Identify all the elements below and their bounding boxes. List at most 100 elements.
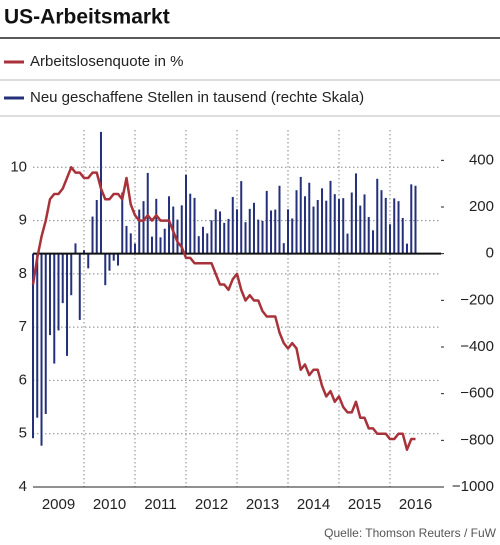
bar (329, 180, 332, 254)
bar (359, 205, 362, 254)
bar (308, 182, 311, 254)
y-tick-label: 5 (19, 425, 27, 442)
bar (405, 243, 408, 254)
bar (180, 205, 183, 254)
bar (155, 198, 158, 254)
y2-tick-label: −600 (460, 385, 494, 402)
bar (108, 253, 111, 271)
bar (95, 200, 98, 254)
bar (393, 198, 396, 254)
bar (312, 206, 315, 254)
bar (231, 196, 234, 254)
bar (219, 211, 222, 254)
bar (278, 185, 281, 254)
bar (236, 209, 238, 254)
bar (78, 253, 81, 320)
y-tick-label: 10 (10, 158, 27, 175)
bar (99, 131, 102, 254)
bar (227, 218, 230, 254)
y-tick-label: 4 (19, 478, 27, 495)
bar (397, 201, 400, 254)
line (31, 166, 416, 451)
bar (201, 226, 204, 254)
x-tick-label: 2011 (144, 496, 176, 513)
bar (91, 216, 94, 254)
y2-tick-label: 200 (469, 198, 494, 215)
bar (189, 193, 192, 254)
bar (414, 185, 417, 254)
bar (142, 201, 145, 254)
bar (61, 253, 64, 304)
bar (197, 236, 200, 254)
y2-tick-label: 0 (486, 245, 494, 262)
bar (316, 200, 319, 254)
y2-tick-label: −400 (460, 338, 494, 355)
x-tick-label: 2010 (93, 496, 126, 513)
bar (291, 218, 294, 254)
bar (121, 192, 124, 254)
y-tick-label: 9 (19, 212, 27, 229)
bar (87, 253, 90, 269)
bar (252, 202, 255, 254)
bar (125, 225, 128, 254)
bar (134, 243, 136, 254)
y2-tick-label: −1000 (452, 478, 494, 495)
bar (112, 253, 115, 261)
x-tick-label: 2009 (42, 496, 75, 513)
legend-label: Arbeitslosenquote in % (30, 53, 183, 70)
bar (53, 253, 56, 364)
bar (363, 194, 366, 254)
bar (367, 217, 370, 254)
chart-title: US-Arbeitsmarkt (4, 6, 170, 29)
y-tick-label: 8 (19, 265, 27, 282)
bar (287, 209, 289, 254)
y2-tick-label: −800 (460, 431, 494, 448)
y-tick-label: 7 (19, 318, 27, 335)
bar (159, 237, 162, 254)
bar (325, 200, 328, 254)
bar (372, 230, 375, 254)
bar (384, 197, 387, 254)
bar (185, 174, 187, 254)
bar (299, 176, 302, 254)
bar (138, 209, 141, 254)
bar (83, 250, 85, 254)
y2-tick-label: 400 (469, 151, 494, 168)
x-tick-label: 2012 (195, 496, 228, 513)
bar (210, 220, 213, 254)
bar (354, 173, 357, 254)
bar (257, 219, 260, 254)
bar (376, 178, 379, 254)
bar (74, 243, 77, 254)
bar (282, 243, 285, 254)
bar (57, 253, 60, 331)
bar (104, 253, 107, 286)
bar (270, 210, 273, 254)
bar (36, 253, 39, 418)
y2-tick-label: −200 (460, 291, 494, 308)
bar (48, 253, 51, 336)
bar (150, 236, 153, 254)
bar (223, 222, 226, 254)
bar (70, 253, 73, 296)
bar (117, 253, 120, 266)
bar (338, 199, 340, 254)
bar (146, 172, 149, 254)
bar (261, 221, 264, 254)
bar (295, 190, 298, 254)
source: Quelle: Thomson Reuters / FuW (324, 526, 497, 540)
bar (401, 217, 404, 254)
bar (389, 224, 391, 254)
bar (350, 192, 353, 254)
bar (176, 219, 179, 254)
bar (244, 222, 247, 254)
bar (342, 198, 345, 254)
bar (333, 194, 336, 254)
bar (380, 190, 383, 254)
bar (274, 209, 277, 254)
bar (66, 253, 69, 356)
x-tick-label: 2016 (399, 496, 432, 513)
bar (321, 188, 324, 254)
x-tick-label: 2014 (297, 496, 330, 513)
